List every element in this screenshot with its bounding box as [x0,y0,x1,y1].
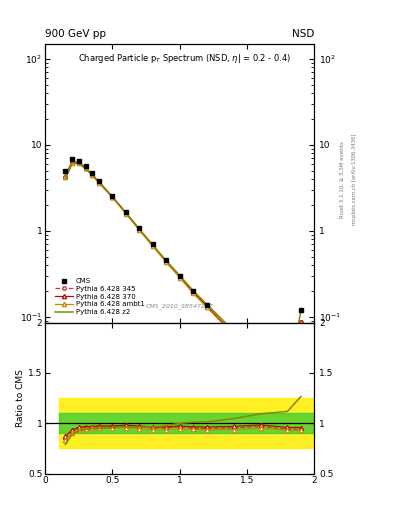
Legend: CMS, Pythia 6.428 345, Pythia 6.428 370, Pythia 6.428 ambt1, Pythia 6.428 z2: CMS, Pythia 6.428 345, Pythia 6.428 370,… [54,276,146,316]
Text: CMS_2010_S8547297: CMS_2010_S8547297 [146,303,214,309]
Text: 900 GeV pp: 900 GeV pp [45,29,106,39]
Text: NSD: NSD [292,29,314,39]
Text: mcplots.cern.ch [arXiv:1306.3436]: mcplots.cern.ch [arXiv:1306.3436] [352,134,357,225]
Text: Rivet 3.1.10, ≥ 3.3M events: Rivet 3.1.10, ≥ 3.3M events [340,141,345,218]
Text: Charged Particle p$_T$ Spectrum (NSD, $\eta$| = 0.2 - 0.4): Charged Particle p$_T$ Spectrum (NSD, $\… [79,52,292,65]
Y-axis label: Ratio to CMS: Ratio to CMS [16,369,25,427]
